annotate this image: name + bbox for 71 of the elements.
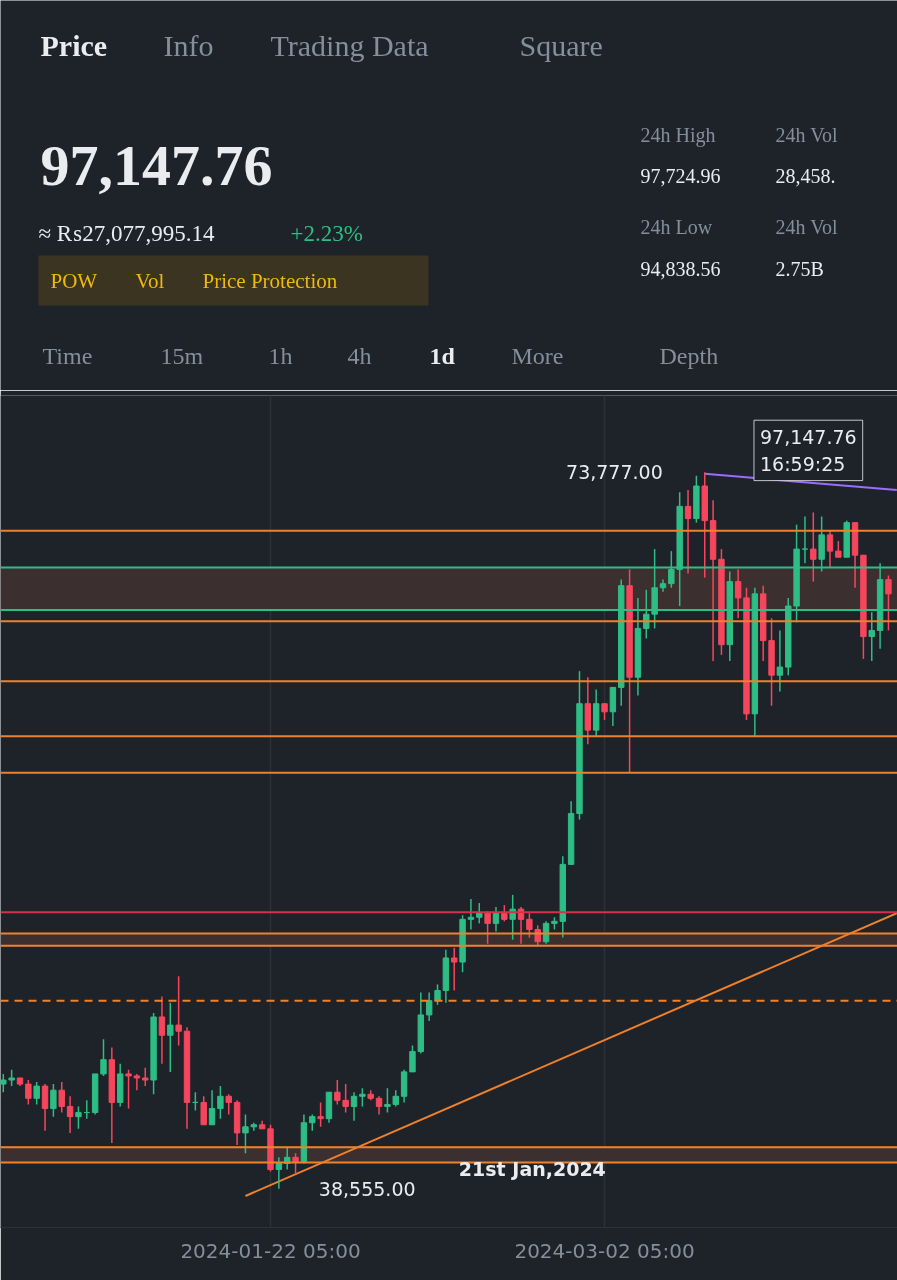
annotation: 73,777.00 xyxy=(566,461,663,484)
candlestick xyxy=(158,995,166,1065)
chart-title: 97,147.76 xyxy=(40,132,273,198)
candlestick xyxy=(58,1081,65,1114)
text: 94,838.56 xyxy=(640,257,721,280)
candlestick xyxy=(492,906,500,933)
text: Depth xyxy=(659,342,719,369)
candlestick xyxy=(200,1095,207,1126)
text: Time xyxy=(42,342,93,369)
text: 97,147.76 xyxy=(759,426,857,449)
candlestick xyxy=(25,1079,32,1106)
candlestick xyxy=(75,1105,82,1130)
text: Trading Data xyxy=(270,29,429,62)
candlestick xyxy=(684,489,692,575)
candlestick xyxy=(375,1095,383,1116)
candlestick xyxy=(810,511,817,583)
text: 15m xyxy=(160,342,204,369)
candlestick xyxy=(225,1093,232,1116)
text: POW xyxy=(50,268,98,293)
candlestick xyxy=(208,1089,216,1126)
candlestick xyxy=(434,983,441,1006)
text: Vol xyxy=(135,268,165,293)
text: Price xyxy=(40,29,108,62)
text: 24h Vol xyxy=(775,215,838,238)
candlestick xyxy=(885,574,892,632)
annotation: 38,555.00 xyxy=(318,1177,416,1200)
candlestick xyxy=(359,1087,366,1108)
candlestick xyxy=(509,894,516,941)
candlestick xyxy=(0,1073,7,1093)
candlestick xyxy=(826,530,834,569)
text: 24h Low xyxy=(640,215,713,238)
text: 1d xyxy=(429,342,456,369)
candlestick xyxy=(142,1067,149,1087)
candlestick xyxy=(66,1095,74,1134)
text: 2.75B xyxy=(775,257,824,280)
text: 4h xyxy=(347,342,372,369)
candlestick xyxy=(50,1083,57,1118)
candlestick xyxy=(133,1073,141,1091)
candlestick xyxy=(33,1081,40,1106)
text: 24h High xyxy=(640,123,716,147)
candlestick xyxy=(217,1085,224,1120)
text: Info xyxy=(163,29,214,62)
text: +2.23% xyxy=(290,221,363,246)
candlestick xyxy=(476,902,483,925)
candlestick xyxy=(125,1069,132,1110)
candlestick xyxy=(175,975,182,1047)
candlestick xyxy=(275,1156,283,1190)
text: 97,724.96 xyxy=(640,164,721,187)
candlestick xyxy=(317,1101,324,1128)
candlestick xyxy=(467,898,475,931)
candlestick xyxy=(425,991,433,1022)
text: 24h Vol xyxy=(775,123,838,146)
text: ≈ ₨27,077,995.14 xyxy=(38,221,215,246)
candlestick xyxy=(167,1001,174,1073)
text: Price Protection xyxy=(202,268,338,293)
text: 1h xyxy=(268,342,293,369)
candlestick xyxy=(41,1083,49,1132)
candlestick xyxy=(350,1091,358,1122)
x-tick-label: 2024-03-02 05:00 xyxy=(514,1238,695,1263)
text: 16:59:25 xyxy=(759,452,846,475)
candlestick xyxy=(801,515,809,565)
text: More xyxy=(511,342,564,369)
annotation: 21st Jan,2024 xyxy=(458,1158,606,1181)
candlestick xyxy=(451,947,458,992)
candlestick xyxy=(776,629,784,693)
x-tick-label: 2024-01-22 05:00 xyxy=(180,1238,361,1263)
candlestick xyxy=(484,910,491,945)
candlestick xyxy=(100,1038,107,1077)
candlestick xyxy=(734,568,742,619)
text: Square xyxy=(519,29,603,62)
text: 28,458. xyxy=(775,164,836,187)
